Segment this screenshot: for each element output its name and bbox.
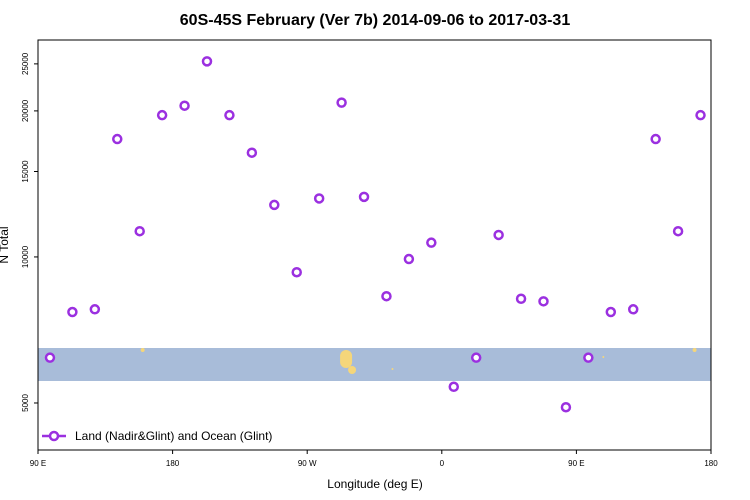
y-axis-label: N Total [0,226,11,263]
data-point [156,109,168,121]
land-mass [692,348,697,352]
data-points [44,56,706,413]
data-point [112,133,123,145]
y-tick-label: 25000 [21,52,30,75]
data-point [381,290,392,302]
data-point [201,56,213,67]
y-tick-label: 20000 [21,99,30,122]
data-point [224,109,235,121]
y-tick-label: 15000 [21,160,30,183]
data-point [493,229,504,241]
x-tick-label: 90 W [298,459,317,468]
data-point [560,401,572,413]
data-point [67,306,78,318]
data-point [336,97,347,108]
chart-title: 60S-45S February (Ver 7b) 2014-09-06 to … [180,12,571,29]
data-point [538,296,549,307]
data-point [246,147,258,158]
data-point [44,352,56,363]
x-tick-label: 0 [440,459,445,468]
legend-label: Land (Nadir&Glint) and Ocean (Glint) [75,429,272,443]
data-point [358,191,370,203]
y-tick-label: 5000 [21,394,30,412]
x-axis: 90 E 180 90 W 0 90 E 180 [30,450,718,468]
data-point [89,304,101,315]
x-tick-label: 90 E [568,459,584,468]
land-mass [348,366,357,374]
legend: Land (Nadir&Glint) and Ocean (Glint) [42,429,272,443]
data-point [583,352,594,363]
x-tick-label: 90 E [30,459,46,468]
land-mass [140,348,145,352]
plot-frame [37,39,712,451]
land-mass [391,368,394,370]
data-point [515,293,527,305]
data-point [627,304,639,315]
data-point [426,237,437,248]
data-point [403,253,415,265]
x-tick-label: 180 [704,459,718,468]
map-band-fill [38,348,711,381]
x-tick-label: 180 [166,459,180,468]
data-point [448,381,460,393]
y-axis: 5000 10000 15000 20000 25000 [21,52,38,412]
data-point [291,266,302,278]
x-axis-label: Longitude (deg E) [327,477,422,491]
data-point [672,225,684,237]
data-point [269,199,280,211]
legend-marker [48,430,60,442]
land-mass [602,356,605,358]
data-point [470,352,482,363]
data-point [695,109,706,121]
data-point [605,306,617,318]
data-point [134,225,145,237]
data-point [313,193,325,204]
y-tick-label: 10000 [21,245,30,268]
land-masses [140,348,697,374]
map-band [38,348,711,381]
land-mass [340,350,353,368]
data-point [179,100,190,111]
data-point [650,133,661,145]
